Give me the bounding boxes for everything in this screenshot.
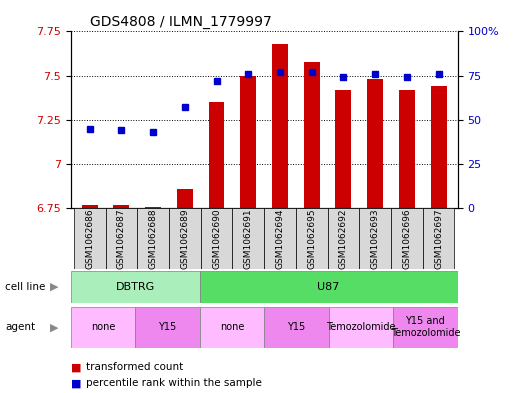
Bar [399,90,415,208]
Text: GDS4808 / ILMN_1779997: GDS4808 / ILMN_1779997 [90,15,272,29]
Text: ▶: ▶ [50,322,58,332]
Bar [367,79,383,208]
Bar [209,102,224,208]
Text: GSM1062690: GSM1062690 [212,208,221,269]
Text: U87: U87 [317,282,340,292]
Text: GSM1062694: GSM1062694 [276,209,285,269]
Bar [327,208,359,269]
Bar [232,208,264,269]
Bar [328,307,393,348]
Bar [393,307,458,348]
Text: GSM1062695: GSM1062695 [307,208,316,269]
Text: ■: ■ [71,362,81,373]
Text: none: none [90,322,115,332]
Bar [423,208,454,269]
Bar [264,307,328,348]
Bar [177,189,193,208]
Bar [335,90,351,208]
Text: ■: ■ [71,378,81,388]
Text: DBTRG: DBTRG [116,282,155,292]
Text: GSM1062693: GSM1062693 [371,208,380,269]
Text: transformed count: transformed count [86,362,184,373]
Text: GSM1062696: GSM1062696 [402,208,412,269]
Bar [113,205,129,208]
Bar [74,208,106,269]
Bar [430,86,447,208]
Bar [71,271,200,303]
Bar [296,208,327,269]
Bar [264,208,296,269]
Text: Y15 and
Temozolomide: Y15 and Temozolomide [391,316,460,338]
Text: GSM1062692: GSM1062692 [339,209,348,269]
Text: none: none [220,322,244,332]
Text: GSM1062691: GSM1062691 [244,208,253,269]
Text: Y15: Y15 [287,322,305,332]
Bar [241,75,256,208]
Text: GSM1062688: GSM1062688 [149,208,157,269]
Bar [272,44,288,208]
Bar [135,307,200,348]
Bar [391,208,423,269]
Bar [201,208,232,269]
Text: GSM1062687: GSM1062687 [117,208,126,269]
Text: Temozolomide: Temozolomide [326,322,395,332]
Bar [169,208,201,269]
Bar [304,61,320,208]
Text: GSM1062697: GSM1062697 [434,208,443,269]
Text: ▶: ▶ [50,282,58,292]
Bar [200,271,458,303]
Bar [145,207,161,208]
Text: GSM1062686: GSM1062686 [85,208,94,269]
Text: cell line: cell line [5,282,46,292]
Text: agent: agent [5,322,36,332]
Text: percentile rank within the sample: percentile rank within the sample [86,378,262,388]
Bar [106,208,137,269]
Text: GSM1062689: GSM1062689 [180,208,189,269]
Bar [200,307,264,348]
Bar [71,307,135,348]
Bar [82,205,98,208]
Text: Y15: Y15 [158,322,176,332]
Bar [137,208,169,269]
Bar [359,208,391,269]
